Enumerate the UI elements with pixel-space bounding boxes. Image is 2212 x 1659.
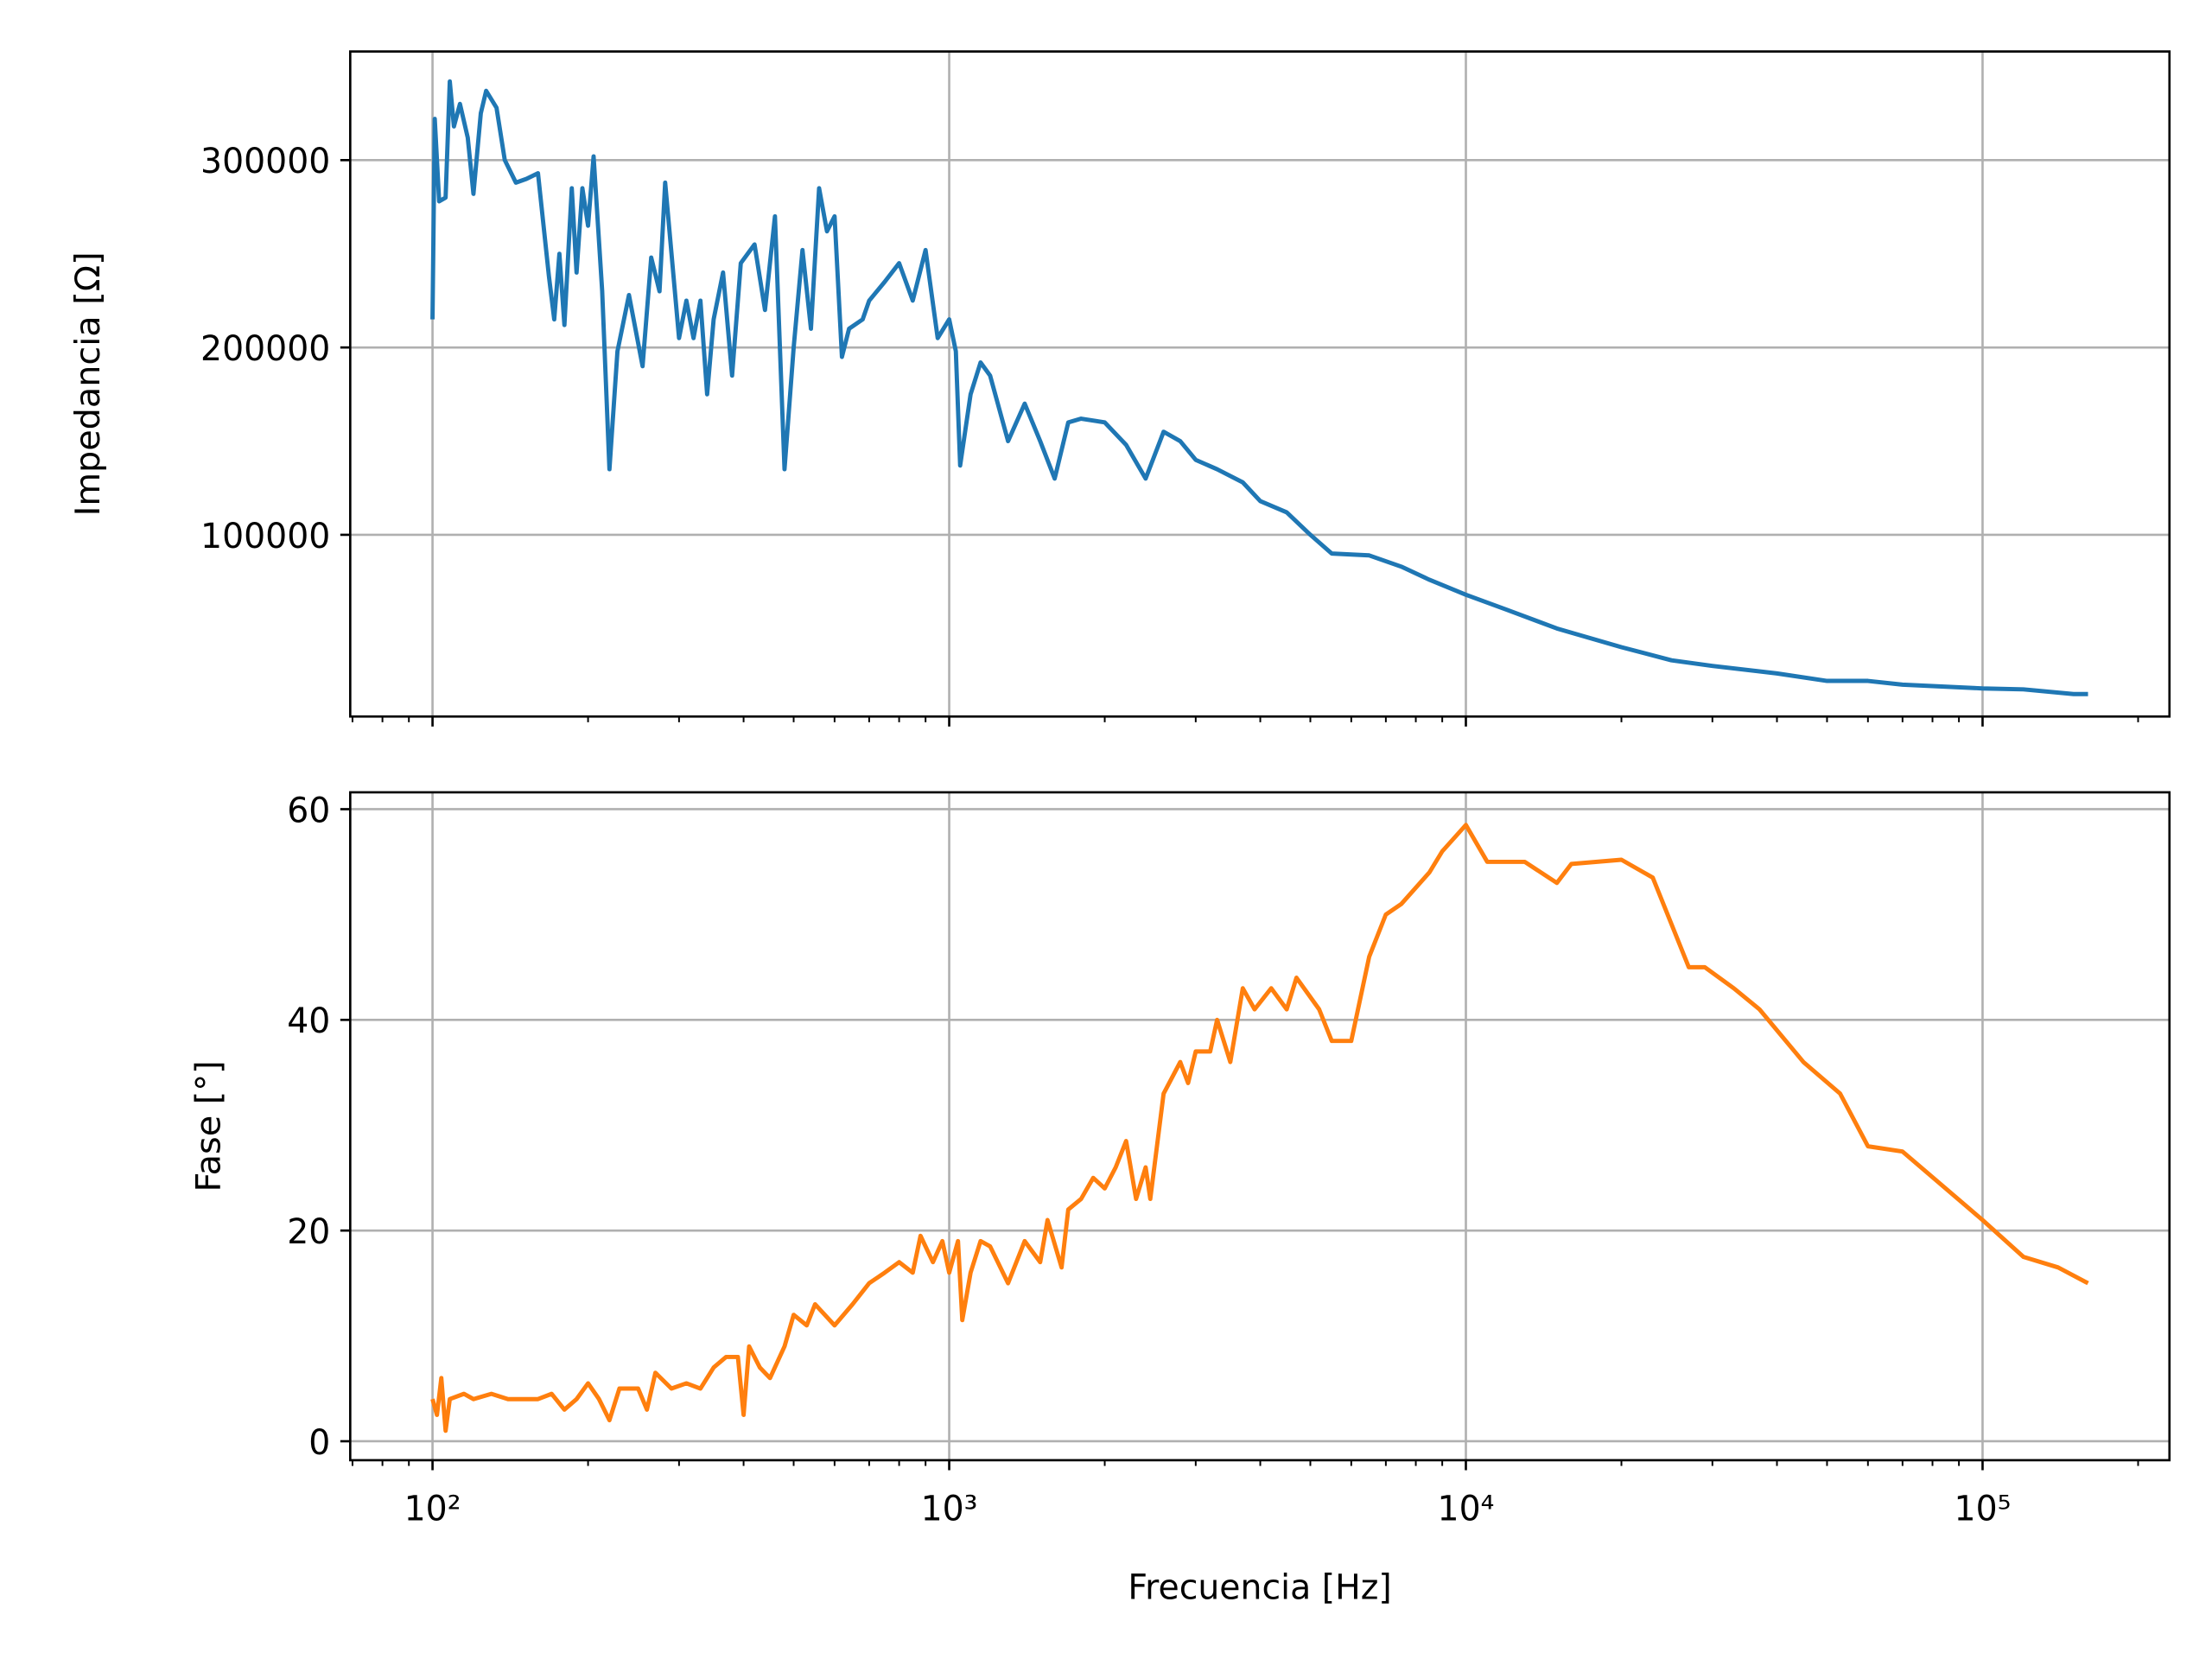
y-tick-label: 0: [308, 1423, 330, 1463]
y-tick-label: 60: [287, 791, 330, 830]
x-axis-label: Frecuencia [Hz]: [1128, 1567, 1391, 1607]
y-tick-label: 100000: [200, 517, 330, 556]
x-tick-label: 10⁴: [1438, 1489, 1495, 1529]
data-line: [430, 79, 2088, 696]
plot-frame: [349, 791, 2171, 1462]
y-tick-label: 300000: [200, 142, 330, 181]
x-tick-label: 10³: [921, 1489, 978, 1529]
panel: 100000 200000 300000 Impedancia [Ω]: [68, 50, 2171, 727]
x-tick-label: 10²: [404, 1489, 461, 1529]
y-tick-label: 200000: [200, 329, 330, 369]
plot-frame: [349, 50, 2171, 718]
data-line: [430, 823, 2089, 1433]
panel: 10² 10³ 10⁴ 10⁵ 0 20 40 60 Fase [°] Frecuencia [H…: [189, 791, 2171, 1608]
x-tick-label: 10⁵: [1955, 1489, 2012, 1529]
y-tick-label: 20: [287, 1212, 330, 1252]
y-tick-label: 40: [287, 1001, 330, 1041]
y-axis-label: Fase [°]: [189, 1060, 229, 1192]
y-axis-label: Impedancia [Ω]: [68, 251, 108, 516]
